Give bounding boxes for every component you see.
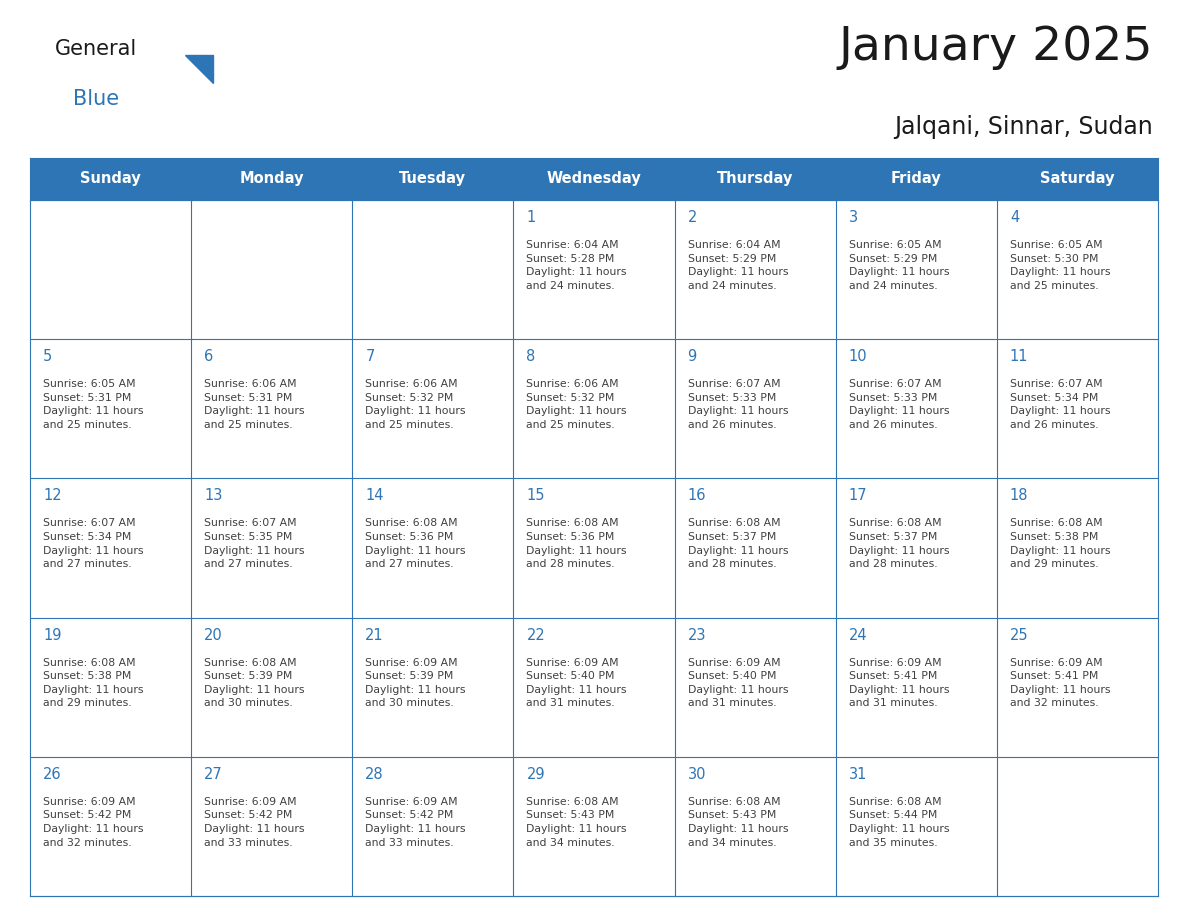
Text: Sunrise: 6:09 AM
Sunset: 5:42 PM
Daylight: 11 hours
and 33 minutes.: Sunrise: 6:09 AM Sunset: 5:42 PM Dayligh… (204, 797, 304, 847)
Text: Sunrise: 6:07 AM
Sunset: 5:34 PM
Daylight: 11 hours
and 26 minutes.: Sunrise: 6:07 AM Sunset: 5:34 PM Dayligh… (1010, 379, 1111, 430)
Text: 21: 21 (365, 628, 384, 643)
Text: Sunrise: 6:08 AM
Sunset: 5:36 PM
Daylight: 11 hours
and 28 minutes.: Sunrise: 6:08 AM Sunset: 5:36 PM Dayligh… (526, 519, 627, 569)
Text: Sunrise: 6:04 AM
Sunset: 5:29 PM
Daylight: 11 hours
and 24 minutes.: Sunrise: 6:04 AM Sunset: 5:29 PM Dayligh… (688, 240, 788, 291)
Text: Sunrise: 6:07 AM
Sunset: 5:33 PM
Daylight: 11 hours
and 26 minutes.: Sunrise: 6:07 AM Sunset: 5:33 PM Dayligh… (688, 379, 788, 430)
Text: 3: 3 (848, 210, 858, 225)
Text: Sunrise: 6:07 AM
Sunset: 5:33 PM
Daylight: 11 hours
and 26 minutes.: Sunrise: 6:07 AM Sunset: 5:33 PM Dayligh… (848, 379, 949, 430)
Text: Sunrise: 6:06 AM
Sunset: 5:32 PM
Daylight: 11 hours
and 25 minutes.: Sunrise: 6:06 AM Sunset: 5:32 PM Dayligh… (526, 379, 627, 430)
Text: Thursday: Thursday (716, 172, 794, 186)
Text: Sunrise: 6:08 AM
Sunset: 5:37 PM
Daylight: 11 hours
and 28 minutes.: Sunrise: 6:08 AM Sunset: 5:37 PM Dayligh… (688, 519, 788, 569)
Text: 31: 31 (848, 767, 867, 782)
Text: Sunrise: 6:07 AM
Sunset: 5:35 PM
Daylight: 11 hours
and 27 minutes.: Sunrise: 6:07 AM Sunset: 5:35 PM Dayligh… (204, 519, 304, 569)
Text: Sunrise: 6:09 AM
Sunset: 5:42 PM
Daylight: 11 hours
and 32 minutes.: Sunrise: 6:09 AM Sunset: 5:42 PM Dayligh… (43, 797, 144, 847)
Text: 20: 20 (204, 628, 223, 643)
Text: Sunrise: 6:05 AM
Sunset: 5:31 PM
Daylight: 11 hours
and 25 minutes.: Sunrise: 6:05 AM Sunset: 5:31 PM Dayligh… (43, 379, 144, 430)
Text: 15: 15 (526, 488, 545, 503)
Text: Sunrise: 6:08 AM
Sunset: 5:36 PM
Daylight: 11 hours
and 27 minutes.: Sunrise: 6:08 AM Sunset: 5:36 PM Dayligh… (365, 519, 466, 569)
Polygon shape (185, 55, 213, 83)
Text: 25: 25 (1010, 628, 1029, 643)
Text: 11: 11 (1010, 349, 1029, 364)
Text: 8: 8 (526, 349, 536, 364)
Text: Sunrise: 6:08 AM
Sunset: 5:38 PM
Daylight: 11 hours
and 29 minutes.: Sunrise: 6:08 AM Sunset: 5:38 PM Dayligh… (1010, 519, 1111, 569)
Text: 17: 17 (848, 488, 867, 503)
Text: 27: 27 (204, 767, 223, 782)
Text: 22: 22 (526, 628, 545, 643)
Text: Sunrise: 6:09 AM
Sunset: 5:40 PM
Daylight: 11 hours
and 31 minutes.: Sunrise: 6:09 AM Sunset: 5:40 PM Dayligh… (688, 657, 788, 709)
Text: Sunrise: 6:09 AM
Sunset: 5:40 PM
Daylight: 11 hours
and 31 minutes.: Sunrise: 6:09 AM Sunset: 5:40 PM Dayligh… (526, 657, 627, 709)
Text: 5: 5 (43, 349, 52, 364)
Text: 10: 10 (848, 349, 867, 364)
Text: Sunrise: 6:09 AM
Sunset: 5:41 PM
Daylight: 11 hours
and 31 minutes.: Sunrise: 6:09 AM Sunset: 5:41 PM Dayligh… (848, 657, 949, 709)
Text: 18: 18 (1010, 488, 1029, 503)
Text: Sunrise: 6:08 AM
Sunset: 5:43 PM
Daylight: 11 hours
and 34 minutes.: Sunrise: 6:08 AM Sunset: 5:43 PM Dayligh… (526, 797, 627, 847)
Text: 29: 29 (526, 767, 545, 782)
Text: Sunrise: 6:07 AM
Sunset: 5:34 PM
Daylight: 11 hours
and 27 minutes.: Sunrise: 6:07 AM Sunset: 5:34 PM Dayligh… (43, 519, 144, 569)
Text: Blue: Blue (72, 89, 119, 109)
Text: Sunrise: 6:08 AM
Sunset: 5:39 PM
Daylight: 11 hours
and 30 minutes.: Sunrise: 6:08 AM Sunset: 5:39 PM Dayligh… (204, 657, 304, 709)
Text: 12: 12 (43, 488, 62, 503)
Text: 30: 30 (688, 767, 706, 782)
Text: 26: 26 (43, 767, 62, 782)
Text: Sunday: Sunday (81, 172, 141, 186)
Text: 16: 16 (688, 488, 706, 503)
Text: Sunrise: 6:06 AM
Sunset: 5:32 PM
Daylight: 11 hours
and 25 minutes.: Sunrise: 6:06 AM Sunset: 5:32 PM Dayligh… (365, 379, 466, 430)
Text: 6: 6 (204, 349, 214, 364)
Text: Sunrise: 6:05 AM
Sunset: 5:30 PM
Daylight: 11 hours
and 25 minutes.: Sunrise: 6:05 AM Sunset: 5:30 PM Dayligh… (1010, 240, 1111, 291)
Bar (30, 158, 1158, 200)
Text: Jalqani, Sinnar, Sudan: Jalqani, Sinnar, Sudan (895, 115, 1154, 139)
Text: General: General (55, 39, 138, 59)
Text: Sunrise: 6:09 AM
Sunset: 5:39 PM
Daylight: 11 hours
and 30 minutes.: Sunrise: 6:09 AM Sunset: 5:39 PM Dayligh… (365, 657, 466, 709)
Text: 24: 24 (848, 628, 867, 643)
Text: 23: 23 (688, 628, 706, 643)
Text: 9: 9 (688, 349, 697, 364)
Text: 19: 19 (43, 628, 62, 643)
Text: Monday: Monday (240, 172, 304, 186)
Text: 28: 28 (365, 767, 384, 782)
Text: 1: 1 (526, 210, 536, 225)
Text: Sunrise: 6:09 AM
Sunset: 5:41 PM
Daylight: 11 hours
and 32 minutes.: Sunrise: 6:09 AM Sunset: 5:41 PM Dayligh… (1010, 657, 1111, 709)
Text: Sunrise: 6:08 AM
Sunset: 5:43 PM
Daylight: 11 hours
and 34 minutes.: Sunrise: 6:08 AM Sunset: 5:43 PM Dayligh… (688, 797, 788, 847)
Text: Sunrise: 6:09 AM
Sunset: 5:42 PM
Daylight: 11 hours
and 33 minutes.: Sunrise: 6:09 AM Sunset: 5:42 PM Dayligh… (365, 797, 466, 847)
Text: Sunrise: 6:08 AM
Sunset: 5:37 PM
Daylight: 11 hours
and 28 minutes.: Sunrise: 6:08 AM Sunset: 5:37 PM Dayligh… (848, 519, 949, 569)
Text: Sunrise: 6:08 AM
Sunset: 5:38 PM
Daylight: 11 hours
and 29 minutes.: Sunrise: 6:08 AM Sunset: 5:38 PM Dayligh… (43, 657, 144, 709)
Text: January 2025: January 2025 (839, 25, 1154, 70)
Text: Sunrise: 6:06 AM
Sunset: 5:31 PM
Daylight: 11 hours
and 25 minutes.: Sunrise: 6:06 AM Sunset: 5:31 PM Dayligh… (204, 379, 304, 430)
Text: Friday: Friday (891, 172, 942, 186)
Text: 7: 7 (365, 349, 374, 364)
Text: Sunrise: 6:05 AM
Sunset: 5:29 PM
Daylight: 11 hours
and 24 minutes.: Sunrise: 6:05 AM Sunset: 5:29 PM Dayligh… (848, 240, 949, 291)
Text: Tuesday: Tuesday (399, 172, 467, 186)
Text: 4: 4 (1010, 210, 1019, 225)
Text: Sunrise: 6:04 AM
Sunset: 5:28 PM
Daylight: 11 hours
and 24 minutes.: Sunrise: 6:04 AM Sunset: 5:28 PM Dayligh… (526, 240, 627, 291)
Text: Wednesday: Wednesday (546, 172, 642, 186)
Text: Saturday: Saturday (1041, 172, 1114, 186)
Text: 2: 2 (688, 210, 697, 225)
Text: 14: 14 (365, 488, 384, 503)
Text: 13: 13 (204, 488, 222, 503)
Text: Sunrise: 6:08 AM
Sunset: 5:44 PM
Daylight: 11 hours
and 35 minutes.: Sunrise: 6:08 AM Sunset: 5:44 PM Dayligh… (848, 797, 949, 847)
